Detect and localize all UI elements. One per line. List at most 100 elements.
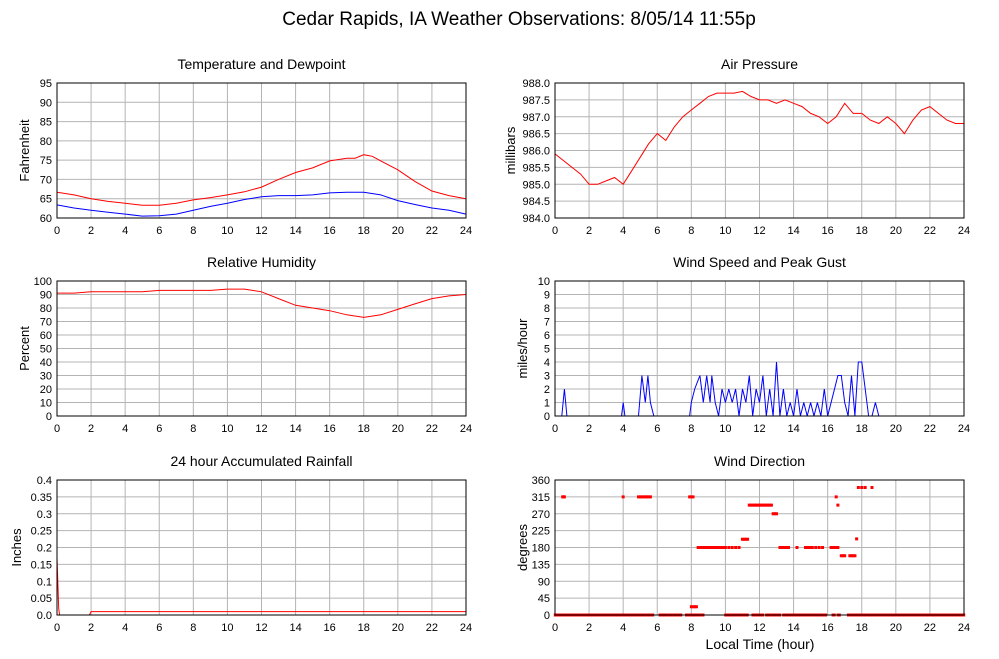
- y-tick-label: 80: [40, 136, 52, 148]
- y-tick-label: 5: [544, 344, 550, 356]
- data-point: [722, 546, 726, 549]
- data-point: [720, 546, 724, 549]
- x-tick-label: 24: [460, 225, 472, 237]
- x-tick-label: 24: [958, 225, 970, 237]
- y-tick-label: 80: [40, 303, 52, 315]
- y-tick-label: 985.5: [522, 162, 550, 174]
- data-point: [640, 495, 644, 499]
- y-tick-label: 987.5: [522, 95, 550, 107]
- data-point: [730, 546, 734, 549]
- y-tick-label: 90: [40, 97, 52, 109]
- x-tick-label: 22: [426, 225, 438, 237]
- data-point: [740, 537, 744, 541]
- x-tick-label: 16: [822, 423, 834, 435]
- y-tick-label: 85: [40, 117, 52, 129]
- x-tick-label: 2: [586, 423, 592, 435]
- x-tick-label: 14: [787, 225, 799, 237]
- data-point: [694, 605, 698, 609]
- data-point: [785, 546, 789, 549]
- data-point: [853, 554, 857, 558]
- x-tick-label: 24: [958, 423, 970, 435]
- panel-title-temperature: Temperature and Dewpoint: [177, 56, 345, 72]
- y-tick-label: 984.5: [522, 196, 550, 208]
- y-tick-label: 45: [538, 593, 550, 605]
- x-tick-label: 22: [924, 225, 936, 237]
- data-point: [841, 554, 845, 558]
- data-point: [700, 546, 704, 549]
- data-point: [715, 546, 719, 549]
- data-point: [781, 546, 785, 549]
- data-point: [737, 546, 741, 549]
- data-point: [689, 605, 693, 609]
- data-point: [778, 546, 782, 549]
- x-tick-label: 6: [156, 423, 162, 435]
- y-tick-label: 270: [532, 509, 550, 521]
- data-point: [754, 503, 758, 507]
- panel-title-wind_direction: Wind Direction: [714, 453, 805, 469]
- x-tick-label: 18: [358, 225, 370, 237]
- x-tick-label: 20: [890, 225, 902, 237]
- data-point: [834, 546, 838, 549]
- y-tick-label: 100: [34, 276, 52, 288]
- data-point: [643, 495, 647, 499]
- plot-frame-pressure: [554, 82, 965, 219]
- y-tick-label: 10: [40, 398, 52, 410]
- x-tick-label: 8: [688, 423, 694, 435]
- data-point: [742, 537, 746, 541]
- data-point: [775, 512, 779, 516]
- data-point: [831, 546, 835, 549]
- data-point: [829, 546, 833, 549]
- x-tick-label: 14: [289, 225, 301, 237]
- panel-title-humidity: Relative Humidity: [207, 254, 316, 270]
- y-tick-label: 8: [544, 303, 550, 315]
- y-tick-label: 987.0: [522, 112, 550, 124]
- data-point: [855, 537, 859, 541]
- y-tick-label: 984.0: [522, 213, 550, 225]
- data-point: [756, 503, 760, 507]
- series-line-temperature-0: [56, 154, 467, 206]
- x-tick-label: 6: [156, 225, 162, 237]
- x-tick-label: 8: [688, 622, 694, 634]
- x-tick-label: 20: [392, 225, 404, 237]
- y-tick-label: 0.0: [37, 610, 52, 622]
- data-point: [645, 495, 649, 499]
- data-point: [863, 486, 867, 489]
- x-tick-label: 12: [255, 423, 267, 435]
- y-tick-label: 0.2: [37, 543, 52, 555]
- data-point: [786, 546, 790, 549]
- y-tick-label: 30: [40, 371, 52, 383]
- x-tick-label: 10: [719, 423, 731, 435]
- y-tick-label: 135: [532, 559, 550, 571]
- y-tick-label: 225: [532, 526, 550, 538]
- y-tick-label: 50: [40, 344, 52, 356]
- y-tick-label: 10: [538, 276, 550, 288]
- x-tick-label: 22: [924, 622, 936, 634]
- x-tick-label: 4: [122, 225, 128, 237]
- data-point: [708, 546, 712, 549]
- data-point: [747, 503, 751, 507]
- x-tick-label: 4: [122, 622, 128, 634]
- data-point: [839, 554, 843, 558]
- x-tick-label: 0: [552, 622, 558, 634]
- data-point: [688, 495, 692, 499]
- data-point: [870, 486, 874, 489]
- y-tick-label: 985.0: [522, 179, 550, 191]
- data-point: [727, 546, 731, 549]
- plot-frame-temperature: [56, 82, 467, 219]
- data-point: [703, 546, 707, 549]
- y-tick-label: 70: [40, 174, 52, 186]
- x-tick-label: 24: [460, 622, 472, 634]
- y-tick-label: 90: [538, 576, 550, 588]
- panel-title-pressure: Air Pressure: [721, 56, 798, 72]
- x-tick-label: 8: [190, 423, 196, 435]
- y-tick-label: 9: [544, 290, 550, 302]
- data-point: [832, 546, 836, 549]
- x-tick-label: 14: [787, 622, 799, 634]
- y-tick-label: 65: [40, 194, 52, 206]
- x-tick-label: 0: [54, 225, 60, 237]
- x-tick-label: 14: [289, 423, 301, 435]
- series-line-pressure-0: [554, 90, 964, 186]
- panel-title-wind_speed: Wind Speed and Peak Gust: [673, 254, 846, 270]
- data-point: [706, 546, 710, 549]
